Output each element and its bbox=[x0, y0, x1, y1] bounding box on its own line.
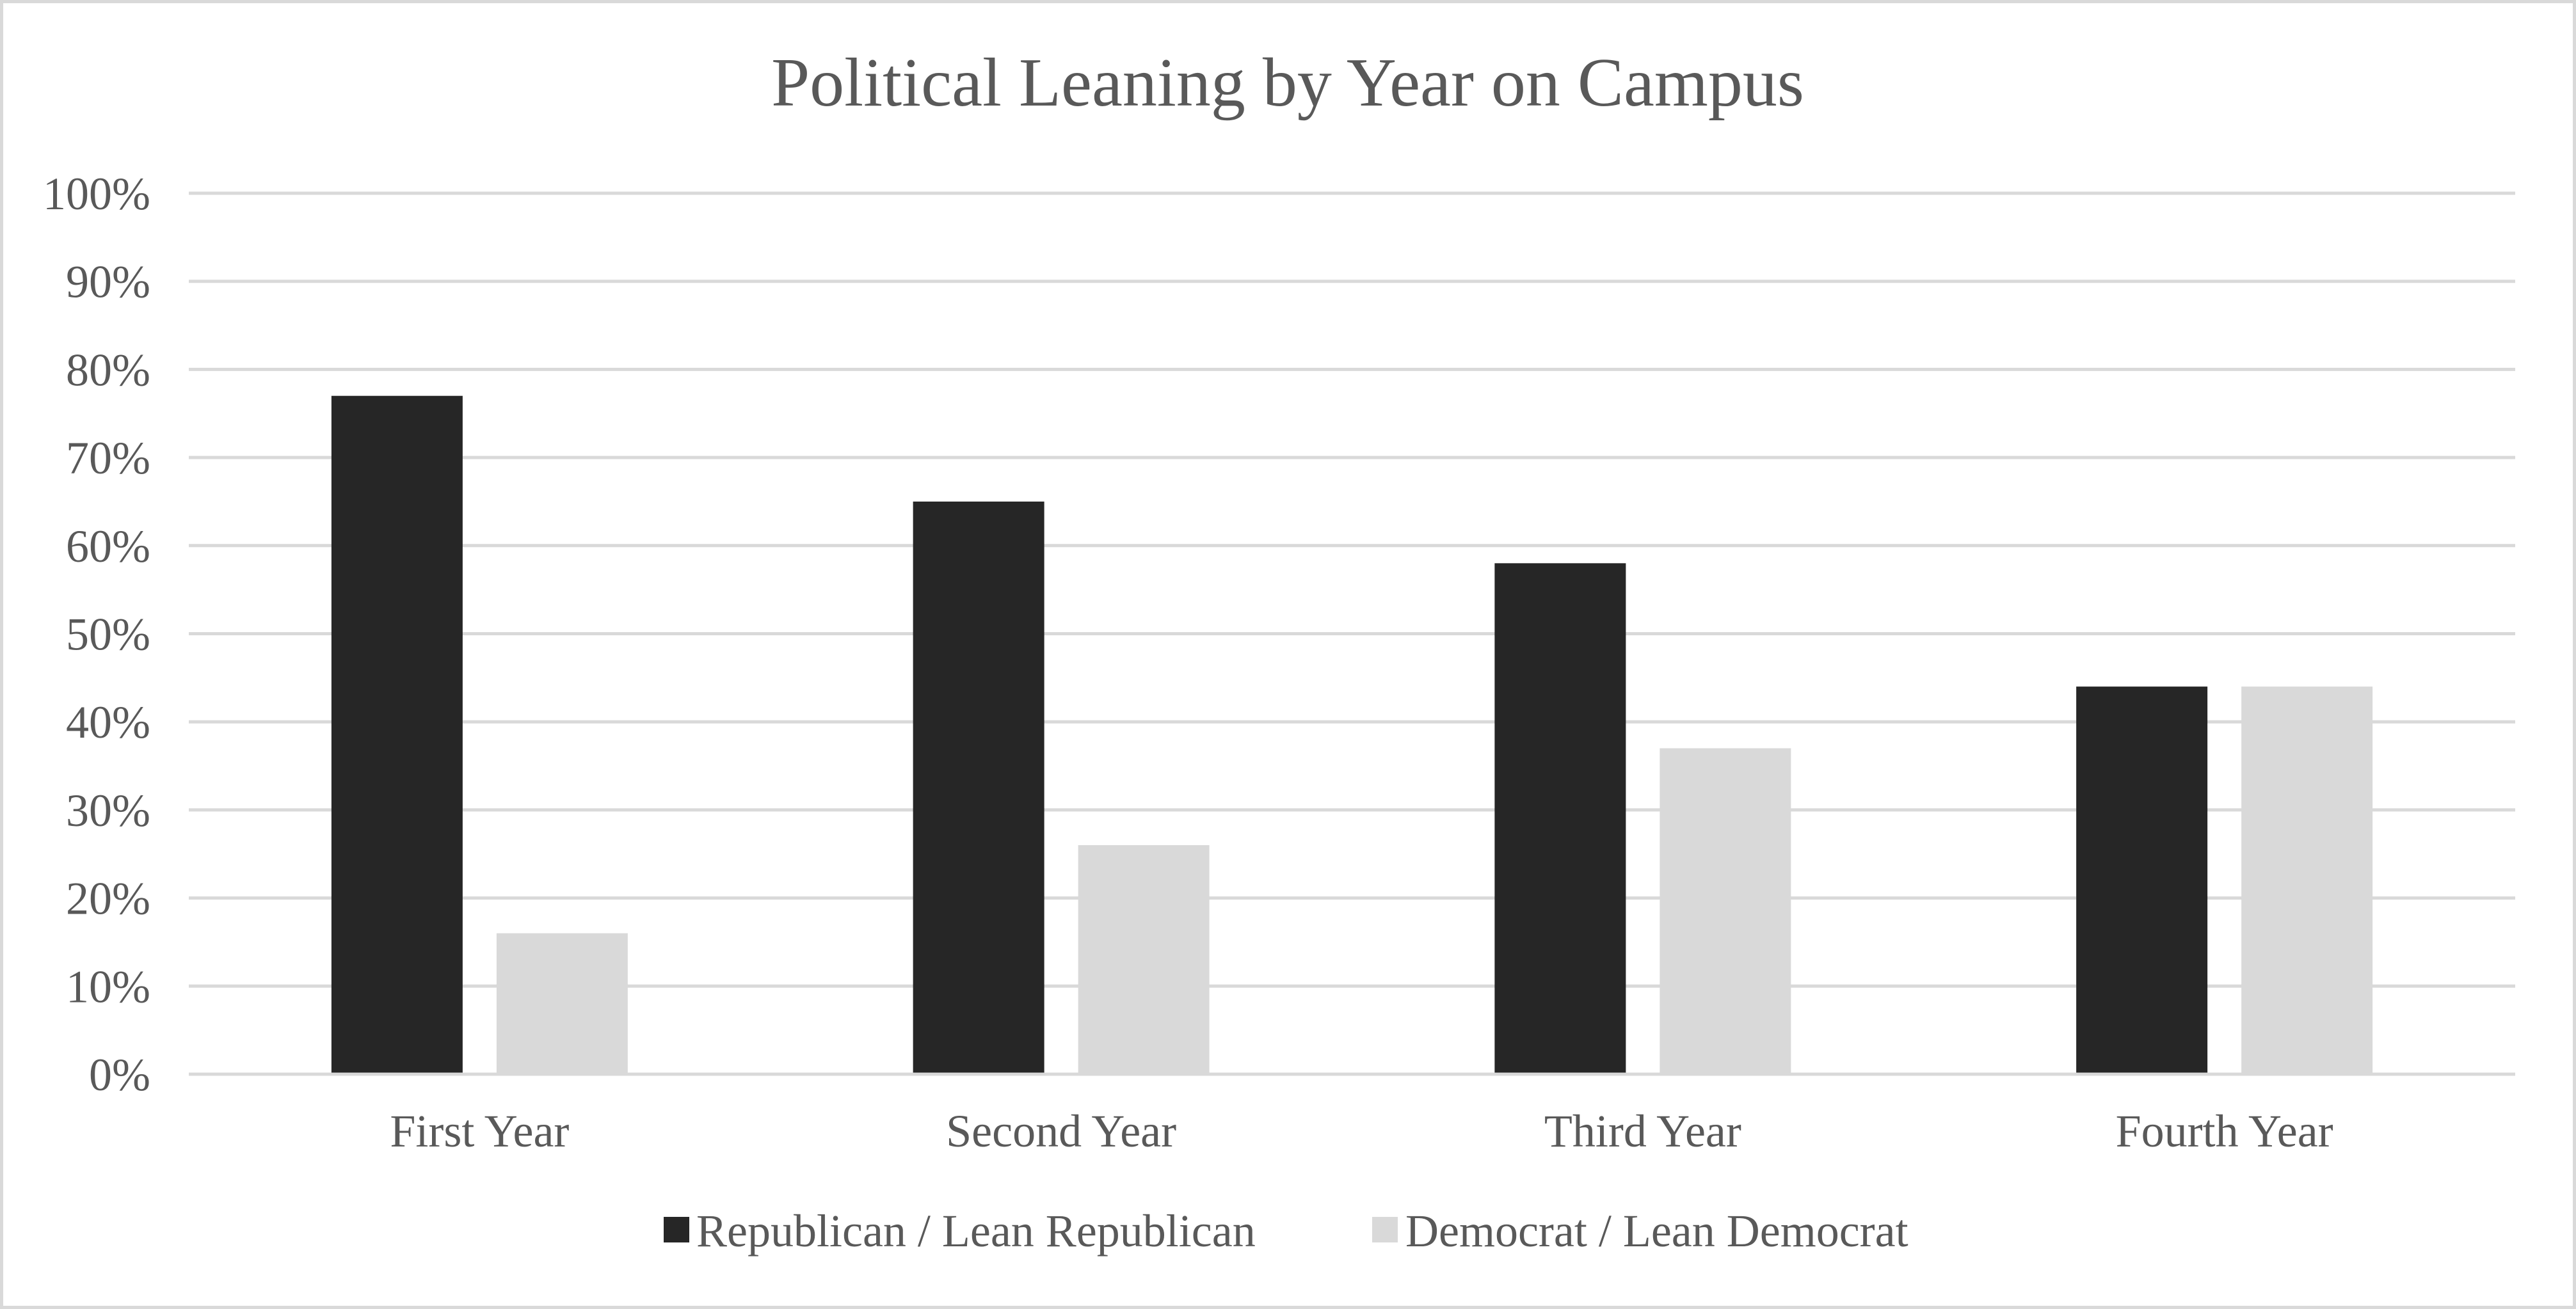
legend-label-democrat: Democrat / Lean Democrat bbox=[1405, 1205, 1908, 1257]
bar-democrat-second-year bbox=[1078, 845, 1210, 1074]
y-tick-label: 60% bbox=[66, 521, 150, 572]
x-tick-label: Third Year bbox=[1544, 1106, 1741, 1157]
legend: Republican / Lean Republican Democrat / L… bbox=[664, 1205, 1908, 1257]
bar-republican-second-year bbox=[913, 501, 1044, 1074]
y-tick-label: 50% bbox=[66, 609, 150, 660]
y-tick-label: 10% bbox=[66, 961, 150, 1012]
chart-title: Political Leaning by Year on Campus bbox=[771, 45, 1804, 121]
y-tick-label: 0% bbox=[89, 1049, 150, 1100]
y-tick-label: 40% bbox=[66, 697, 150, 748]
bar-democrat-third-year bbox=[1660, 748, 1791, 1074]
y-tick-label: 70% bbox=[66, 432, 150, 484]
bar-democrat-fourth-year bbox=[2241, 686, 2373, 1074]
y-tick-label: 100% bbox=[43, 168, 150, 219]
x-tick-label: Fourth Year bbox=[2116, 1106, 2333, 1157]
bars bbox=[331, 395, 2373, 1075]
legend-label-republican: Republican / Lean Republican bbox=[696, 1205, 1256, 1257]
legend-swatch-democrat bbox=[1372, 1217, 1398, 1242]
bar-republican-third-year bbox=[1494, 563, 1626, 1074]
bar-republican-fourth-year bbox=[2076, 686, 2208, 1074]
y-tick-label: 30% bbox=[66, 785, 150, 836]
bar-republican-first-year bbox=[331, 395, 463, 1075]
x-tick-label: Second Year bbox=[946, 1106, 1176, 1157]
y-axis-tick-labels: 0% 10% 20% 30% 40% 50% 60% 70% 80% 90% 100% bbox=[43, 168, 150, 1100]
y-tick-label: 90% bbox=[66, 257, 150, 308]
bar-democrat-first-year bbox=[496, 933, 628, 1074]
x-axis-tick-labels: First Year Second Year Third Year Fourth Ye… bbox=[390, 1106, 2333, 1157]
y-tick-label: 20% bbox=[66, 873, 150, 924]
x-tick-label: First Year bbox=[390, 1106, 569, 1157]
legend-swatch-republican bbox=[664, 1217, 689, 1242]
y-tick-label: 80% bbox=[66, 344, 150, 395]
